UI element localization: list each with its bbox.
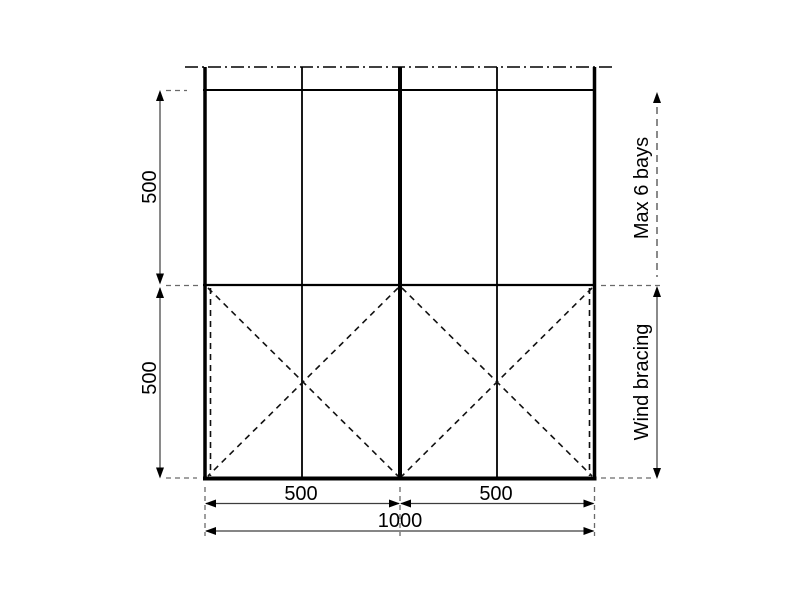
brace-diagonal <box>207 287 399 477</box>
bottom-extension-lines <box>204 487 596 536</box>
arrowhead-left <box>205 527 216 535</box>
dimension-left-upper: 500 <box>139 89 201 287</box>
frame-structure <box>203 67 597 481</box>
arrowhead-right <box>583 499 595 508</box>
dimension-wind-bracing: Wind bracing <box>601 284 661 479</box>
dim-label-bay1: 500 <box>284 483 317 505</box>
annotation-max-bays: Max 6 bays <box>631 92 661 277</box>
wind-bracing-panel-left <box>207 287 399 477</box>
label-max-bays: Max 6 bays <box>631 137 653 239</box>
arrowhead-up <box>156 90 164 101</box>
arrowhead-right <box>583 527 595 535</box>
arrowhead-left <box>400 499 411 508</box>
dim-label-left-lower: 500 <box>139 361 161 394</box>
wind-bracing-panel-right <box>401 287 593 477</box>
arrowhead-down <box>156 467 164 479</box>
dimension-bottom-total: 1000 <box>205 510 595 535</box>
arrowhead-left <box>205 499 216 508</box>
arrowhead-down <box>156 273 164 285</box>
brace-diagonal <box>401 287 593 477</box>
dim-label-total: 1000 <box>378 510 423 532</box>
dim-label-left-upper: 500 <box>139 170 161 203</box>
arrowhead-up <box>156 287 164 298</box>
dimension-bottom-bays: 500 500 <box>205 483 595 508</box>
arrowhead-down <box>653 468 661 479</box>
dim-label-bay2: 500 <box>479 483 512 505</box>
dimension-left-lower: 500 <box>139 287 197 479</box>
arrowhead-right <box>389 499 400 508</box>
arrowhead-up <box>653 286 661 297</box>
arrowhead-up <box>653 92 661 103</box>
label-wind-bracing: Wind bracing <box>631 324 653 441</box>
